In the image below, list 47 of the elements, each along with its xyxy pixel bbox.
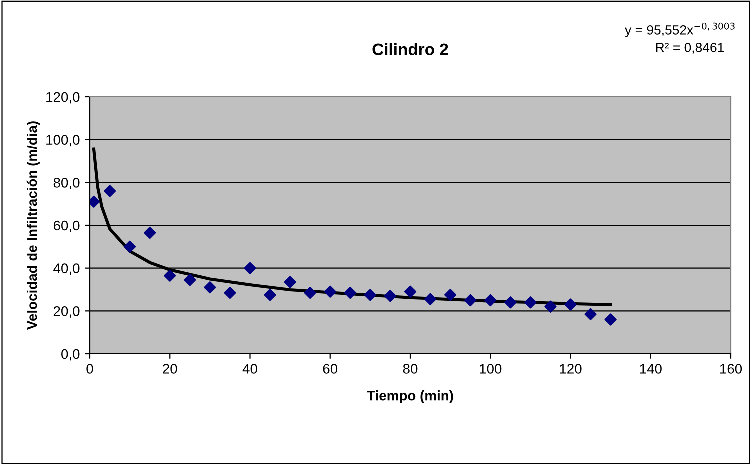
- point: [304, 286, 316, 300]
- y-tick-label: 120,0: [46, 92, 80, 104]
- y-tick-label: 40,0: [54, 264, 80, 276]
- point: [504, 296, 517, 309]
- point: [404, 286, 417, 298]
- y-tick-label: 80,0: [54, 178, 80, 190]
- point: [224, 286, 236, 300]
- y-tick-label: 100,0: [46, 135, 80, 147]
- x-tick-label: 100: [480, 364, 502, 374]
- x-tick-label: 20: [163, 364, 178, 374]
- x-tick-label: 0: [86, 364, 94, 374]
- x-tick-label: 140: [640, 364, 662, 374]
- x-tick-label: 40: [242, 364, 258, 374]
- x-tick-label: 60: [323, 364, 338, 374]
- point: [544, 300, 557, 313]
- y-tick-label: 60,0: [54, 220, 80, 232]
- point: [144, 226, 156, 240]
- point: [464, 294, 477, 307]
- point: [124, 240, 136, 253]
- point: [244, 262, 256, 274]
- point: [384, 290, 397, 302]
- y-axis-title: Velocidad de Infiltración (m/dia): [26, 122, 40, 330]
- point: [324, 286, 336, 298]
- point: [364, 289, 377, 302]
- x-tick-label: 160: [720, 364, 742, 374]
- point: [204, 282, 216, 294]
- point: [184, 274, 196, 286]
- y-tick-label: 20,0: [54, 306, 80, 318]
- chart-title: Cilindro 2: [372, 43, 448, 56]
- y-tick-label: 0,0: [62, 349, 80, 361]
- text: R² = 0,8461: [656, 43, 724, 54]
- point: [524, 296, 537, 309]
- point: [424, 293, 437, 306]
- point: [284, 276, 296, 288]
- point: [444, 289, 457, 302]
- point: [344, 286, 356, 300]
- x-tick-label: 80: [403, 364, 418, 374]
- x-tick-label: 120: [560, 364, 582, 374]
- x-axis-title: Tiempo (min): [367, 390, 454, 404]
- point: [104, 185, 116, 198]
- point: [604, 314, 617, 326]
- point: [164, 270, 176, 282]
- text: y = 95,552x$^{−0,3003}$: [625, 22, 735, 38]
- point: [264, 289, 276, 302]
- point: [584, 308, 597, 320]
- point: [484, 294, 497, 307]
- point: [564, 298, 577, 311]
